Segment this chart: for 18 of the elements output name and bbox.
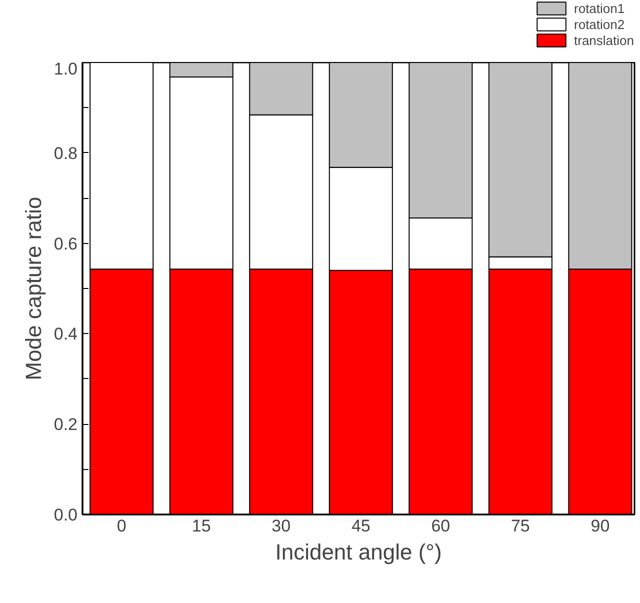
legend-label: translation (574, 32, 634, 48)
y-axis-title: Mode capture ratio (20, 196, 46, 380)
x-tick-label: 0 (116, 516, 126, 536)
x-axis-title: Incident angle (°) (275, 540, 442, 564)
y-tick-label: 0.6 (54, 234, 78, 254)
legend-label: rotation1 (574, 0, 625, 16)
y-tick-label: 0.8 (54, 144, 78, 163)
x-tick-label: 60 (431, 516, 450, 536)
x-tick-label: 30 (272, 516, 291, 536)
y-tick-label: 0.0 (54, 506, 78, 524)
x-tick-label: 75 (510, 516, 530, 536)
y-tick-label: 0.2 (54, 415, 78, 434)
y-tick-label: 0.4 (54, 324, 78, 344)
legend-label: rotation2 (574, 16, 625, 32)
x-tick-label: 90 (590, 516, 610, 536)
y-tick-label: 1.0 (54, 60, 78, 78)
x-tick-label: 45 (351, 516, 370, 536)
x-tick-label: 15 (192, 516, 211, 536)
